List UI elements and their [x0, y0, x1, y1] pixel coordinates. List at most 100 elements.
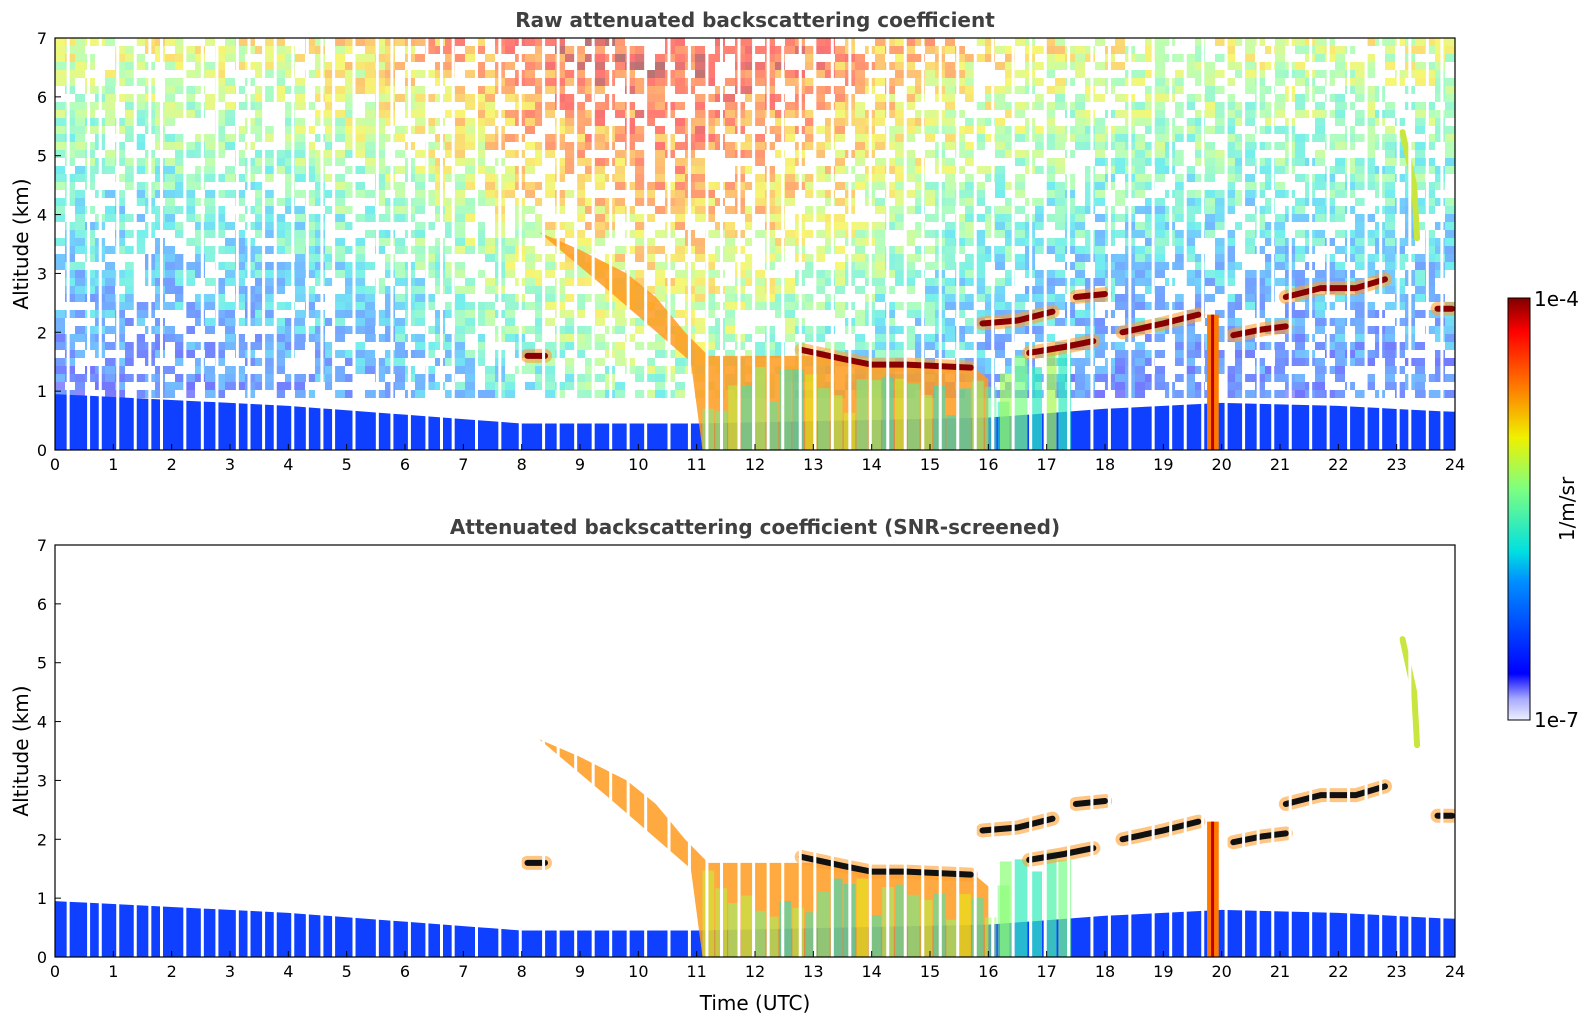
noise-cell: [1205, 198, 1215, 206]
noise-cell: [995, 46, 1005, 54]
noise-cell: [925, 278, 935, 286]
noise-cell: [655, 350, 665, 358]
noise-cell: [895, 214, 905, 222]
noise-cell: [1245, 38, 1255, 46]
noise-cell: [225, 190, 235, 198]
noise-cell: [835, 262, 845, 270]
noise-cell: [425, 366, 435, 374]
noise-cell: [875, 206, 885, 214]
noise-cell: [1075, 62, 1085, 70]
noise-cell: [575, 334, 585, 342]
noise-cell: [65, 182, 75, 190]
noise-cell: [765, 174, 775, 182]
x-tick-label: 7: [458, 962, 468, 981]
noise-cell: [345, 62, 355, 70]
noise-cell: [555, 262, 565, 270]
noise-cell: [105, 382, 115, 390]
noise-cell: [255, 94, 265, 102]
noise-cell: [415, 278, 425, 286]
noise-cell: [775, 126, 785, 134]
noise-cell: [175, 150, 185, 158]
missing-profile: [305, 38, 309, 450]
noise-cell: [355, 246, 365, 254]
noise-cell: [1055, 182, 1065, 190]
noise-cell: [355, 70, 365, 78]
noise-cell: [385, 366, 395, 374]
noise-cell: [1315, 182, 1325, 190]
noise-cell: [1445, 326, 1455, 334]
noise-cell: [675, 310, 685, 318]
noise-cell: [965, 150, 975, 158]
noise-cell: [55, 374, 65, 382]
noise-cell: [255, 70, 265, 78]
noise-cell: [855, 174, 865, 182]
noise-cell: [265, 86, 275, 94]
noise-cell: [1195, 366, 1205, 374]
noise-cell: [1215, 238, 1225, 246]
noise-cell: [1075, 390, 1085, 398]
noise-cell: [915, 318, 925, 326]
noise-cell: [75, 110, 85, 118]
x-tick-label: 10: [628, 455, 648, 474]
noise-cell: [225, 246, 235, 254]
missing-profile: [98, 545, 102, 957]
x-tick-label: 10: [628, 962, 648, 981]
noise-cell: [1045, 246, 1055, 254]
noise-cell: [525, 286, 535, 294]
noise-cell: [1295, 70, 1305, 78]
noise-cell: [1155, 214, 1165, 222]
noise-cell: [395, 382, 405, 390]
noise-cell: [1295, 110, 1305, 118]
noise-cell: [1015, 294, 1025, 302]
noise-cell: [985, 118, 995, 126]
noise-cell: [835, 182, 845, 190]
noise-cell: [505, 118, 515, 126]
noise-cell: [555, 382, 565, 390]
noise-cell: [395, 206, 405, 214]
noise-cell: [1445, 94, 1455, 102]
noise-cell: [475, 230, 485, 238]
noise-cell: [1275, 262, 1285, 270]
noise-cell: [875, 142, 885, 150]
residual-column: [1000, 373, 1013, 450]
noise-cell: [695, 78, 705, 86]
noise-cell: [75, 102, 85, 110]
noise-cell: [345, 278, 355, 286]
noise-cell: [945, 318, 955, 326]
noise-cell: [855, 222, 865, 230]
noise-cell: [225, 222, 235, 230]
noise-cell: [875, 134, 885, 142]
noise-cell: [695, 70, 705, 78]
noise-cell: [1225, 198, 1235, 206]
noise-cell: [275, 278, 285, 286]
noise-cell: [1355, 78, 1365, 86]
noise-cell: [295, 342, 305, 350]
noise-cell: [1295, 270, 1305, 278]
noise-cell: [385, 182, 395, 190]
convective-column: [856, 379, 869, 450]
noise-cell: [945, 262, 955, 270]
x-tick-label: 13: [803, 962, 823, 981]
noise-cell: [765, 350, 775, 358]
noise-cell: [445, 150, 455, 158]
noise-cell: [695, 190, 705, 198]
noise-cell: [745, 54, 755, 62]
noise-cell: [1385, 350, 1395, 358]
noise-cell: [625, 214, 635, 222]
noise-cell: [165, 390, 175, 398]
noise-cell: [1145, 358, 1155, 366]
noise-cell: [1005, 302, 1015, 310]
noise-cell: [445, 198, 455, 206]
noise-cell: [355, 278, 365, 286]
missing-profile: [705, 545, 709, 957]
noise-cell: [455, 294, 465, 302]
noise-cell: [345, 182, 355, 190]
noise-cell: [105, 390, 115, 398]
noise-cell: [235, 46, 245, 54]
noise-cell: [805, 142, 815, 150]
noise-cell: [1085, 278, 1095, 286]
noise-cell: [595, 86, 605, 94]
missing-profile: [1011, 38, 1015, 450]
noise-cell: [575, 110, 585, 118]
